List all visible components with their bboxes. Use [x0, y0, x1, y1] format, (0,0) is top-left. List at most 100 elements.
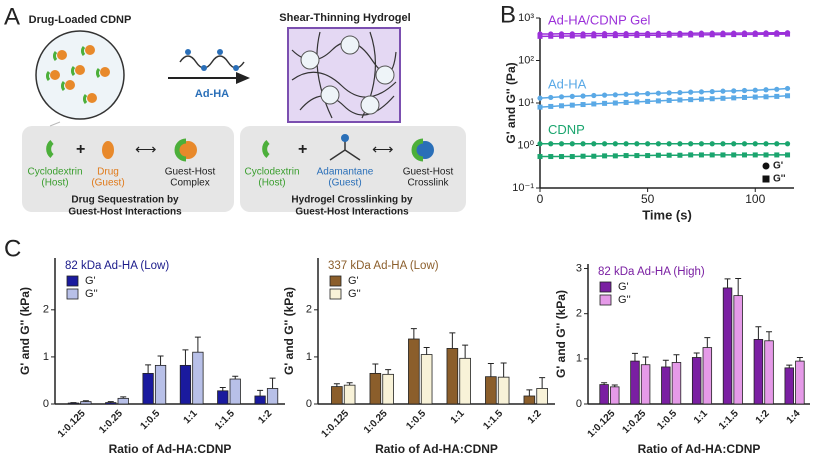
series-label: CDNP: [548, 122, 585, 137]
bar: [105, 402, 117, 405]
x-axis-label: Ratio of Ad-HA:CDNP: [638, 442, 761, 456]
point: [731, 32, 737, 38]
host-icon: [262, 140, 270, 158]
error-bar: [157, 355, 164, 366]
point: [591, 153, 597, 159]
error-bar: [372, 363, 379, 374]
x-tick-label: 1:0.125: [586, 408, 618, 440]
point: [634, 32, 640, 38]
point: [623, 153, 629, 159]
point: [645, 153, 651, 159]
point: [752, 31, 758, 37]
bar: [142, 372, 154, 405]
point: [655, 90, 661, 96]
error-bar: [500, 362, 507, 378]
y-tick-label: 3: [576, 262, 582, 274]
panel-label: B: [500, 1, 516, 28]
legend-label: G': [85, 275, 96, 287]
point: [580, 33, 586, 39]
bar: [154, 364, 167, 405]
chart-title: 82 kDa Ad-HA (Low): [65, 260, 169, 272]
point: [785, 31, 791, 37]
point: [602, 100, 608, 106]
complex-icon: [179, 141, 197, 159]
point: [741, 141, 748, 147]
right-box: [240, 126, 466, 212]
panel-label: A: [4, 3, 20, 30]
bar: [702, 347, 713, 405]
point: [655, 98, 661, 104]
point: [677, 97, 683, 103]
legend-swatch: [66, 288, 79, 300]
complex-label: Guest-Host: [165, 167, 216, 178]
host-label: Cyclodextrin: [244, 167, 299, 178]
error-bar: [611, 384, 618, 387]
point: [677, 32, 683, 38]
panel-label: C: [4, 235, 21, 262]
point: [698, 152, 704, 158]
error-bar: [257, 389, 264, 396]
point: [720, 141, 726, 147]
x-tick-label: 1:2: [754, 408, 772, 426]
point: [731, 88, 737, 94]
bar: [117, 397, 129, 405]
guest-label: (Guest): [91, 178, 124, 189]
legend-swatch: [329, 288, 342, 300]
bar: [640, 364, 651, 405]
point: [591, 92, 597, 99]
y-tick-label: 10³: [518, 12, 534, 24]
x-tick-label: 1:0.125: [56, 408, 88, 440]
point: [720, 88, 726, 94]
bar: [459, 357, 471, 405]
bar: [266, 388, 279, 405]
complex-label: Crosslink: [407, 178, 449, 189]
bar: [67, 402, 80, 405]
guest-label: Adamantane: [317, 167, 374, 178]
y-axis-label: G' and G'' (kPa): [18, 287, 32, 375]
x-tick-label: 1:0.5: [138, 408, 162, 432]
point: [720, 152, 726, 158]
legend-swatch: [329, 275, 342, 287]
point: [569, 93, 575, 99]
legend-swatch: [66, 275, 79, 287]
legend-label: G': [773, 161, 783, 172]
error-bar: [631, 352, 638, 362]
point: [774, 31, 780, 37]
x-tick-label: 1:0.5: [655, 408, 679, 432]
legend-marker: [762, 175, 770, 183]
point: [666, 90, 672, 96]
error-bar: [693, 352, 700, 358]
guest-label: (Guest): [328, 178, 361, 189]
legend-marker: [762, 162, 770, 170]
point: [569, 154, 575, 160]
error-bar: [642, 356, 649, 365]
caption: Guest-Host Interactions: [68, 207, 182, 218]
error-bar: [487, 362, 494, 377]
error-bar: [704, 337, 711, 348]
legend-swatch: [599, 281, 612, 293]
point: [537, 104, 543, 110]
x-tick-label: 1:4: [785, 408, 803, 426]
host-label: (Host): [258, 178, 285, 189]
y-tick-label: 2: [576, 308, 582, 320]
bar: [691, 357, 702, 405]
y-tick-label: 2: [306, 304, 312, 316]
bar: [192, 351, 204, 405]
bar: [229, 378, 241, 405]
x-tick-label: 1:1.5: [481, 408, 505, 432]
point: [548, 154, 554, 160]
point: [741, 152, 747, 158]
bar: [661, 366, 671, 405]
point: [720, 32, 726, 38]
y-tick-label: 0: [43, 398, 49, 410]
x-axis-label: Ratio of Ad-HA:CDNP: [109, 442, 232, 456]
error-bar: [786, 364, 793, 368]
point: [623, 141, 629, 147]
series-label: Ad-HA: [548, 77, 587, 92]
y-tick-label: 1: [43, 351, 49, 363]
legend-swatch: [599, 294, 612, 306]
error-bar: [735, 277, 742, 296]
y-axis-label: G' and G'' (Pa): [504, 62, 518, 143]
error-bar: [462, 344, 469, 359]
host-icon: [46, 140, 54, 158]
